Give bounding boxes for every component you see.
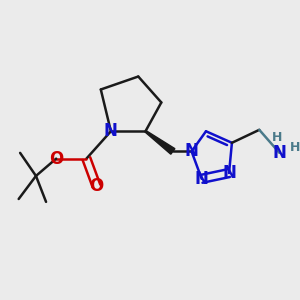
Text: H: H — [272, 130, 282, 143]
Text: O: O — [49, 150, 63, 168]
Text: N: N — [104, 122, 118, 140]
Text: N: N — [195, 170, 208, 188]
Text: N: N — [184, 142, 199, 160]
Text: H: H — [290, 141, 300, 154]
Polygon shape — [145, 130, 175, 154]
Text: N: N — [222, 164, 236, 182]
Text: N: N — [272, 144, 286, 162]
Text: O: O — [89, 177, 103, 195]
